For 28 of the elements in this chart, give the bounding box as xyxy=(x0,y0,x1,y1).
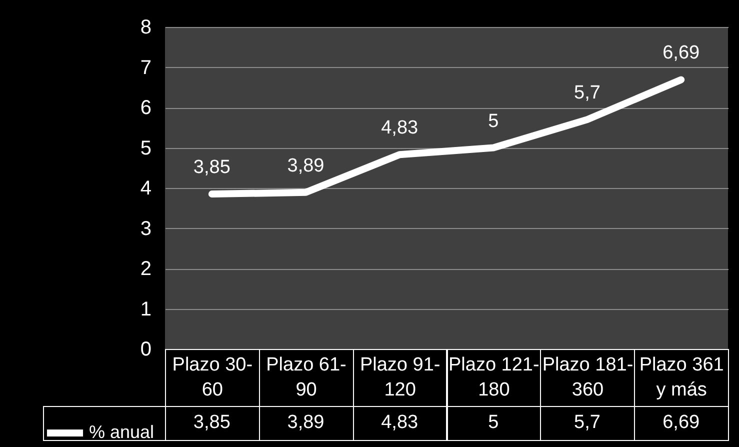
x-tick-label: Plazo 121-180 xyxy=(448,354,540,400)
y-tick-label: 3 xyxy=(140,218,152,240)
y-tick-label: 4 xyxy=(140,178,152,200)
text: 3,89 xyxy=(287,155,324,176)
data-label: 3,85 xyxy=(193,412,230,433)
x-tick-label: Plazo 91-120 xyxy=(360,354,440,400)
data-label: 5 xyxy=(488,412,499,433)
x-tick-label: Plazo 30-60 xyxy=(172,354,253,400)
y-tick-label: 8 xyxy=(140,16,152,38)
data-label: 3,89 xyxy=(287,412,324,433)
y-tick-label: 0 xyxy=(140,338,152,360)
text: 6,69 xyxy=(662,42,700,64)
data-label: 6,69 xyxy=(662,412,700,433)
legend-label: % anual xyxy=(89,422,154,442)
text: 5,7 xyxy=(574,82,600,104)
y-tick-label: 6 xyxy=(140,97,152,119)
text: 4,83 xyxy=(381,118,418,139)
y-tick-label: 1 xyxy=(140,298,152,320)
x-tick-label: Plazo 361 y más xyxy=(639,354,724,400)
text: 3,85 xyxy=(193,157,230,178)
y-tick-label: 7 xyxy=(140,56,152,79)
x-tick-label: Plazo 181-360 xyxy=(542,354,634,400)
data-label: 5,7 xyxy=(574,412,600,433)
x-tick-label: Plazo 61-90 xyxy=(266,354,346,400)
text: 5 xyxy=(488,110,499,132)
y-tick-label: 5 xyxy=(140,137,152,160)
data-label: 4,83 xyxy=(381,412,418,433)
y-tick-label: 2 xyxy=(140,258,152,280)
